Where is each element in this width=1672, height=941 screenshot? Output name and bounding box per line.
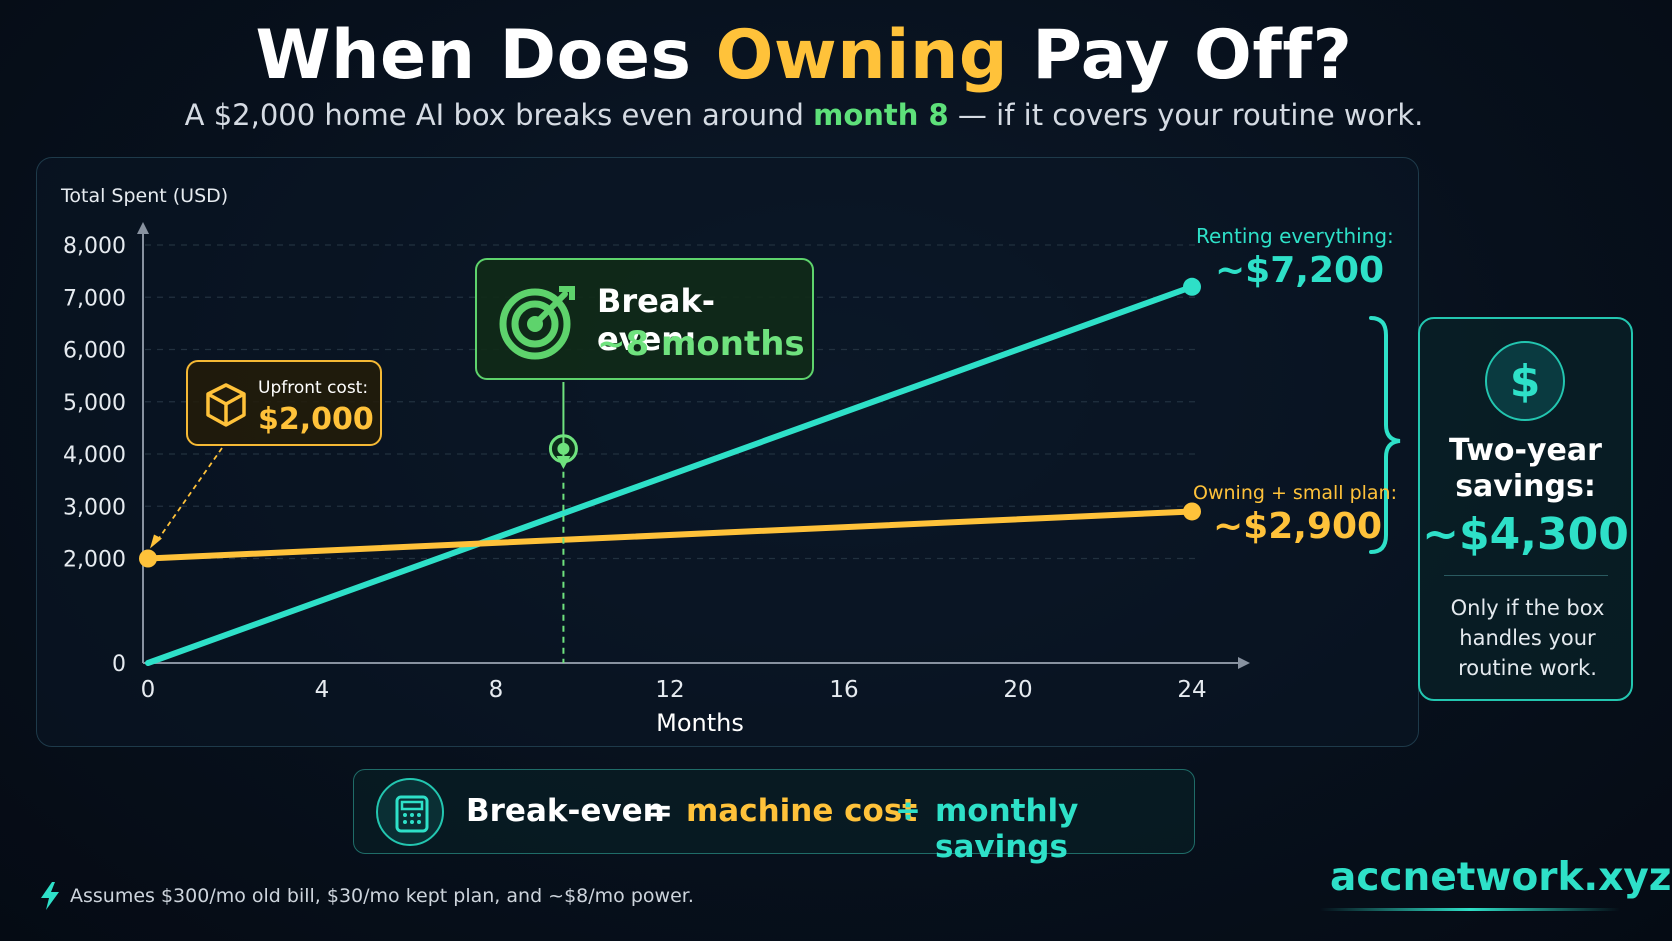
y-axis-arrow bbox=[137, 222, 149, 234]
renting-end-point bbox=[1183, 277, 1201, 296]
x-tick-label: 24 bbox=[1177, 677, 1206, 703]
y-tick-label: 0 bbox=[112, 652, 126, 677]
markers bbox=[139, 277, 1201, 663]
owning-series-line bbox=[145, 508, 1195, 562]
formula-term-monthly-savings: monthly savings bbox=[935, 793, 1079, 865]
upfront-cost-value: $2,000 bbox=[258, 402, 374, 437]
y-tick-label: 6,000 bbox=[63, 339, 126, 364]
brand-text: accnetwork.xyz bbox=[1330, 855, 1672, 900]
owning-start-point bbox=[139, 549, 157, 568]
y-tick-label: 8,000 bbox=[63, 234, 126, 259]
calculator-icon bbox=[376, 778, 444, 846]
y-tick-label: 5,000 bbox=[63, 391, 126, 416]
break-even-callout: Break-even: ~8 months bbox=[475, 258, 814, 380]
x-tick-label: 0 bbox=[141, 677, 156, 703]
y-tick-label: 7,000 bbox=[63, 286, 126, 311]
owning-series-label: Owning + small plan: bbox=[1193, 482, 1397, 504]
y-tick-label: 2,000 bbox=[63, 548, 126, 573]
y-axis-label: Total Spent (USD) bbox=[60, 185, 228, 207]
x-axis-arrow bbox=[1238, 657, 1250, 669]
x-tick-label: 20 bbox=[1003, 677, 1032, 703]
target-icon bbox=[499, 286, 575, 360]
formula-term-machine-cost: machine cost bbox=[686, 793, 918, 829]
break-even-label: Break-even: bbox=[597, 282, 716, 358]
x-tick-label: 16 bbox=[829, 677, 858, 703]
box-icon bbox=[206, 383, 246, 427]
x-tick-label: 12 bbox=[655, 677, 684, 703]
formula-banner: Break-even = machine cost ÷ monthly savi… bbox=[353, 769, 1195, 865]
savings-title: Two-year savings: bbox=[1449, 433, 1602, 504]
savings-bracket bbox=[1369, 316, 1401, 554]
break-even-value: ~8 months bbox=[597, 324, 805, 364]
footnote: Assumes $300/mo old bill, $30/mo kept pl… bbox=[70, 885, 694, 907]
savings-value: ~$4,300 bbox=[1422, 509, 1629, 560]
x-tick-label: 4 bbox=[315, 677, 330, 703]
x-axis-label: Months bbox=[656, 709, 744, 737]
upfront-pointer-arrow bbox=[150, 534, 162, 549]
renting-series-label: Renting everything: bbox=[1196, 224, 1394, 248]
series bbox=[145, 283, 1195, 666]
upfront-cost-callout: Upfront cost: $2,000 bbox=[186, 360, 382, 446]
owning-end-point bbox=[1183, 502, 1201, 521]
axes bbox=[137, 222, 1250, 669]
savings-panel: $ Two-year savings: ~$4,300 Only if the … bbox=[1418, 317, 1633, 701]
renting-series-line bbox=[145, 283, 1195, 666]
savings-divider bbox=[1444, 575, 1608, 576]
x-tick-label: 8 bbox=[489, 677, 504, 703]
renting-end-value: ~$7,200 bbox=[1215, 250, 1385, 291]
y-tick-label: 4,000 bbox=[63, 443, 126, 468]
formula-term-break-even: Break-even bbox=[466, 793, 665, 829]
formula-divide: ÷ bbox=[895, 793, 921, 829]
y-tick-label: 3,000 bbox=[63, 495, 126, 520]
lightning-icon bbox=[41, 882, 59, 910]
brand-underline bbox=[1320, 908, 1620, 911]
break-even-pointer-arrow bbox=[556, 456, 571, 469]
upfront-pointer bbox=[155, 447, 223, 544]
tick-labels: 0 2,000 3,000 4,000 5,000 6,000 7,000 8,000 0 4 8 1… bbox=[63, 234, 1207, 703]
upfront-cost-label: Upfront cost: bbox=[258, 378, 369, 398]
formula-equals: = bbox=[647, 793, 673, 829]
page-title: When Does Owning Pay Off? bbox=[255, 16, 1353, 95]
dollar-icon: $ bbox=[1485, 341, 1565, 421]
savings-note: Only if the box handles your routine wor… bbox=[1450, 596, 1605, 680]
page-subtitle: A $2,000 home AI box breaks even around … bbox=[184, 98, 1424, 132]
owning-end-value: ~$2,900 bbox=[1213, 506, 1383, 547]
